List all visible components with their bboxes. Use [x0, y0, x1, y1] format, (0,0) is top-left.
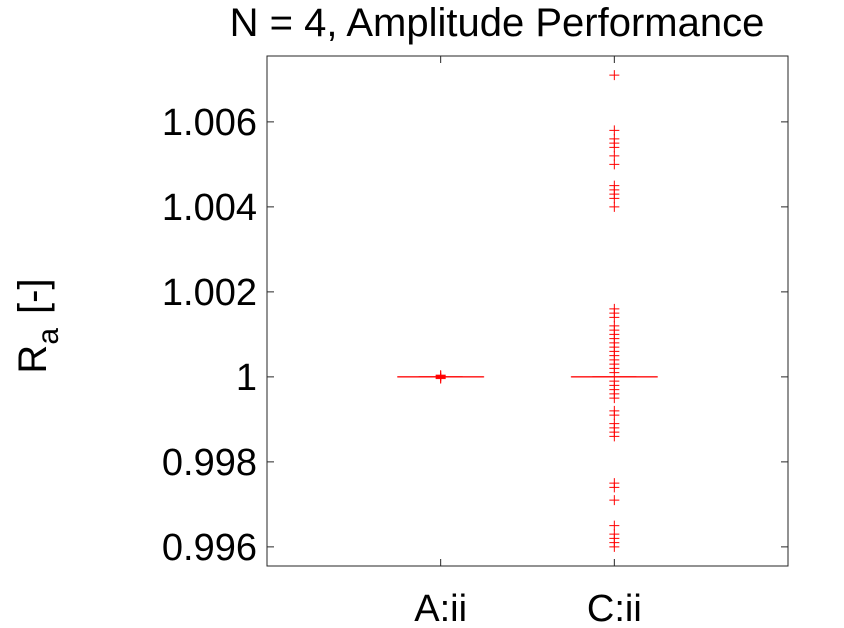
y-axis-label-main: R — [11, 345, 55, 374]
y-tick-label: 1.004 — [162, 187, 257, 229]
outlier-point — [609, 482, 620, 493]
outlier-point — [609, 431, 620, 442]
x-axis-ticks: A:ii C:ii — [414, 56, 642, 628]
outlier-point — [435, 370, 446, 381]
outlier-point — [609, 125, 620, 136]
outlier-point — [609, 142, 620, 153]
outlier-point — [609, 159, 620, 170]
y-tick-label: 1 — [236, 357, 257, 399]
y-axis-label: Ra [-] — [11, 278, 65, 373]
plot-frame — [266, 55, 789, 567]
x-tick-label: C:ii — [587, 588, 642, 628]
y-tick-label: 1.002 — [162, 272, 257, 314]
outlier-point — [609, 150, 620, 161]
x-tick-label: A:ii — [414, 588, 467, 628]
plot-marks — [397, 70, 658, 552]
outlier-point — [609, 410, 620, 421]
box-group — [397, 370, 485, 384]
y-tick-label: 0.998 — [162, 442, 257, 484]
y-tick-label: 1.006 — [162, 102, 257, 144]
chart-title: N = 4, Amplitude Performance — [230, 1, 765, 45]
outlier-point — [609, 393, 620, 404]
outlier-point — [609, 70, 620, 81]
outlier-point — [609, 367, 620, 378]
outlier-point — [609, 541, 620, 552]
y-tick-label: 0.996 — [162, 527, 257, 569]
outlier-point — [609, 193, 620, 204]
y-axis-label-unit: [-] — [11, 278, 55, 314]
svg-text:Ra[-]: Ra [-] — [11, 278, 65, 373]
outlier-point — [609, 520, 620, 531]
box-group — [570, 70, 658, 552]
outlier-point — [609, 495, 620, 506]
outlier-point — [609, 201, 620, 212]
y-axis-label-subscript: a — [32, 328, 65, 345]
outlier-point — [609, 312, 620, 323]
y-axis-ticks: 0.996 0.998 1 1.002 1.004 1.006 — [162, 102, 788, 569]
